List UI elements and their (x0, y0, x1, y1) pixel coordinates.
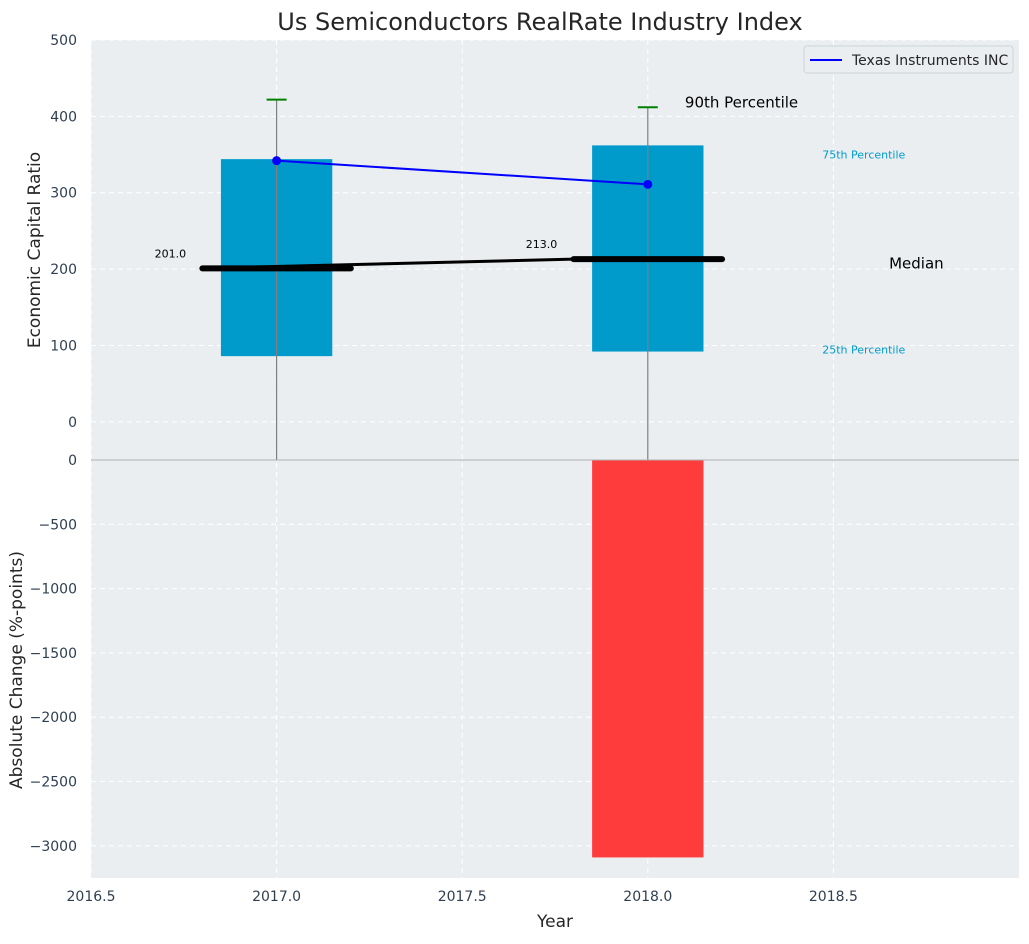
x-axis-label: Year (536, 912, 573, 932)
legend-entry-label: Texas Instruments INC (851, 53, 1009, 69)
company-series-point-2017 (272, 156, 282, 166)
x-tick-label: 2018.5 (809, 889, 858, 905)
top-y-tick-label: 300 (50, 186, 77, 202)
axes-layer: 0 100 200 300 400 500 0 −500 −1000 −1500 −2000 −250… (30, 33, 1019, 905)
median-layer: 201.0 213.0 (155, 238, 726, 272)
top-y-tick-label: 0 (68, 415, 77, 431)
median-value-label-2018: 213.0 (526, 238, 558, 251)
p90-annotation: 90th Percentile (685, 94, 798, 112)
bottom-y-tick-label: −2500 (30, 775, 77, 791)
legend-box (803, 45, 1014, 74)
bottom-y-tick-label: −500 (39, 517, 77, 533)
bottom-y-tick-label: −3000 (30, 839, 77, 855)
chart-title: Us Semiconductors RealRate Industry Inde… (277, 8, 802, 36)
x-tick-label: 2018.0 (623, 889, 672, 905)
bottom-y-tick-label: 0 (68, 453, 77, 469)
x-tick-label: 2017.5 (438, 889, 487, 905)
bottom-y-tick-label: −1500 (30, 646, 77, 662)
p75-annotation: 75th Percentile (822, 149, 905, 162)
bottom-plot-area (91, 460, 1019, 878)
x-tick-label: 2017.0 (252, 889, 301, 905)
company-series-layer (272, 156, 653, 189)
bottom-y-axis-label: Absolute Change (%-points) (7, 551, 27, 789)
bottom-y-tick-label: −1000 (30, 582, 77, 598)
legend: Texas Instruments INC (803, 45, 1014, 74)
top-y-tick-label: 400 (50, 109, 77, 125)
change-bar-2018 (592, 460, 704, 858)
top-y-tick-label: 200 (50, 262, 77, 278)
company-series-point-2018 (643, 179, 653, 189)
median-annotation: Median (889, 255, 944, 273)
company-series-line (276, 159, 648, 186)
annotations-layer: 90th Percentile 75th Percentile Median 25th… (685, 94, 944, 357)
top-y-axis-label: Economic Capital Ratio (25, 152, 45, 348)
p25-annotation: 25th Percentile (822, 343, 905, 356)
top-y-tick-label: 500 (50, 33, 77, 49)
median-value-label-2017: 201.0 (155, 247, 187, 260)
top-y-tick-label: 100 (50, 338, 77, 354)
x-tick-label: 2016.5 (67, 889, 116, 905)
bottom-y-tick-label: −2000 (30, 710, 77, 726)
